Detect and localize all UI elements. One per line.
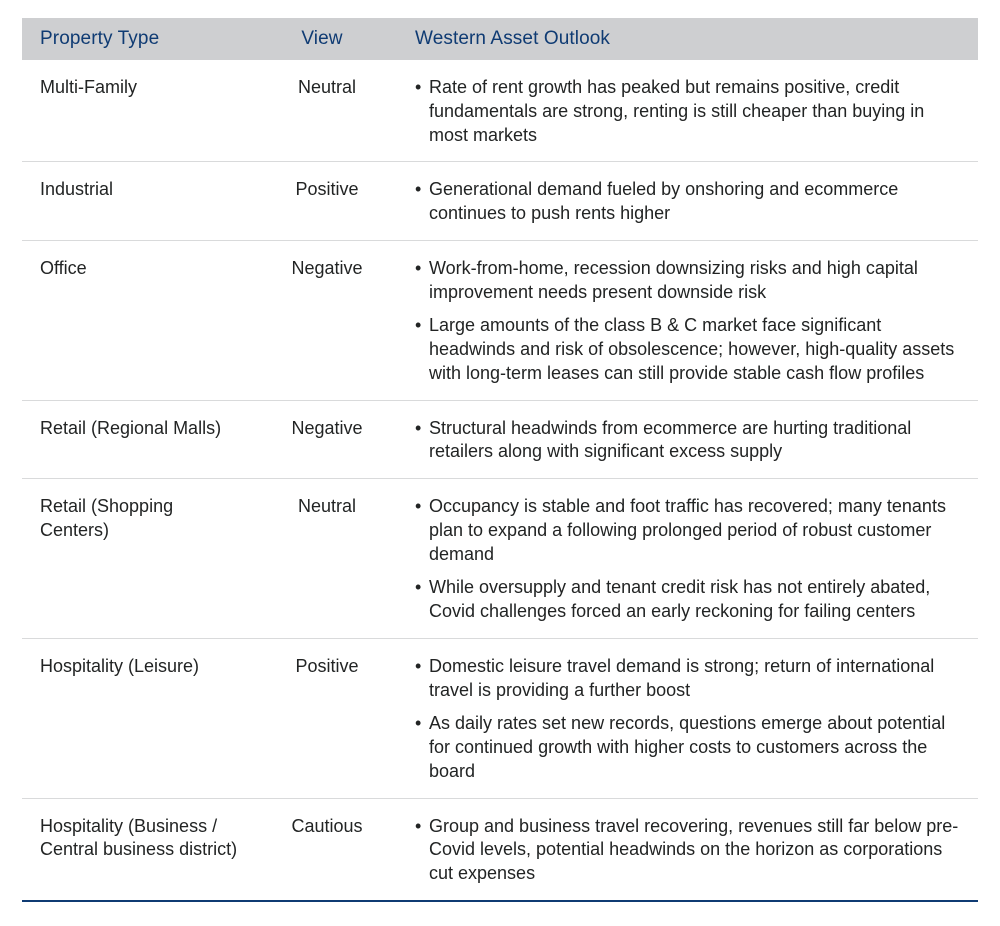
cell-outlook: Domestic leisure travel demand is strong… (397, 638, 978, 798)
col-header-outlook: Western Asset Outlook (397, 18, 978, 60)
cell-property-type: Retail (Regional Malls) (22, 400, 247, 479)
cell-property-type: Hospitality (Business / Central business… (22, 798, 247, 901)
cell-view: Positive (247, 162, 397, 241)
outlook-bullet: Domestic leisure travel demand is strong… (415, 655, 960, 703)
cell-view: Positive (247, 638, 397, 798)
cell-property-type: Hospitality (Leisure) (22, 638, 247, 798)
table-row: Retail (Regional Malls)Negative Structura… (22, 400, 978, 479)
outlook-list: Structural headwinds from ecommerce are … (415, 417, 970, 465)
cell-property-type: Office (22, 240, 247, 400)
cell-outlook: Structural headwinds from ecommerce are … (397, 400, 978, 479)
cell-property-type: Multi-Family (22, 60, 247, 162)
outlook-bullet: Structural headwinds from ecommerce are … (415, 417, 960, 465)
cell-property-type: Retail (Shopping Centers) (22, 479, 247, 639)
table-row: OfficeNegative Work-from-home, recession … (22, 240, 978, 400)
outlook-bullet: Large amounts of the class B & C market … (415, 314, 960, 385)
outlook-list: Occupancy is stable and foot traffic has… (415, 495, 970, 624)
table-row: Multi-FamilyNeutral Rate of rent growth h… (22, 60, 978, 162)
outlook-bullet: Work-from-home, recession downsizing ris… (415, 257, 960, 305)
table-row: IndustrialPositive Generational demand fu… (22, 162, 978, 241)
cell-view: Negative (247, 400, 397, 479)
cell-outlook: Occupancy is stable and foot traffic has… (397, 479, 978, 639)
table-row: Hospitality (Business / Central business… (22, 798, 978, 901)
table-body: Multi-FamilyNeutralRate of rent growth h… (22, 60, 978, 901)
outlook-list: Generational demand fueled by onshoring … (415, 178, 970, 226)
col-header-property-type: Property Type (22, 18, 247, 60)
cell-outlook: Rate of rent growth has peaked but remai… (397, 60, 978, 162)
outlook-bullet: While oversupply and tenant credit risk … (415, 576, 960, 624)
cell-view: Negative (247, 240, 397, 400)
outlook-bullet: As daily rates set new records, question… (415, 712, 960, 783)
cell-property-type: Industrial (22, 162, 247, 241)
outlook-list: Group and business travel recovering, re… (415, 815, 970, 886)
outlook-bullet: Generational demand fueled by onshoring … (415, 178, 960, 226)
cell-view: Neutral (247, 479, 397, 639)
table-row: Hospitality (Leisure)Positive Domestic le… (22, 638, 978, 798)
cell-outlook: Group and business travel recovering, re… (397, 798, 978, 901)
table-row: Retail (Shopping Centers)Neutral Occupanc… (22, 479, 978, 639)
outlook-bullet: Group and business travel recovering, re… (415, 815, 960, 886)
cell-view: Cautious (247, 798, 397, 901)
table-header: Property Type View Western Asset Outlook (22, 18, 978, 60)
outlook-list: Domestic leisure travel demand is strong… (415, 655, 970, 784)
page-container: Property Type View Western Asset Outlook… (0, 0, 1000, 926)
outlook-bullet: Occupancy is stable and foot traffic has… (415, 495, 960, 566)
col-header-view: View (247, 18, 397, 60)
cell-outlook: Generational demand fueled by onshoring … (397, 162, 978, 241)
outlook-list: Work-from-home, recession downsizing ris… (415, 257, 970, 386)
outlook-bullet: Rate of rent growth has peaked but remai… (415, 76, 960, 147)
cell-view: Neutral (247, 60, 397, 162)
cell-outlook: Work-from-home, recession downsizing ris… (397, 240, 978, 400)
outlook-table: Property Type View Western Asset Outlook… (22, 18, 978, 902)
outlook-list: Rate of rent growth has peaked but remai… (415, 76, 970, 147)
